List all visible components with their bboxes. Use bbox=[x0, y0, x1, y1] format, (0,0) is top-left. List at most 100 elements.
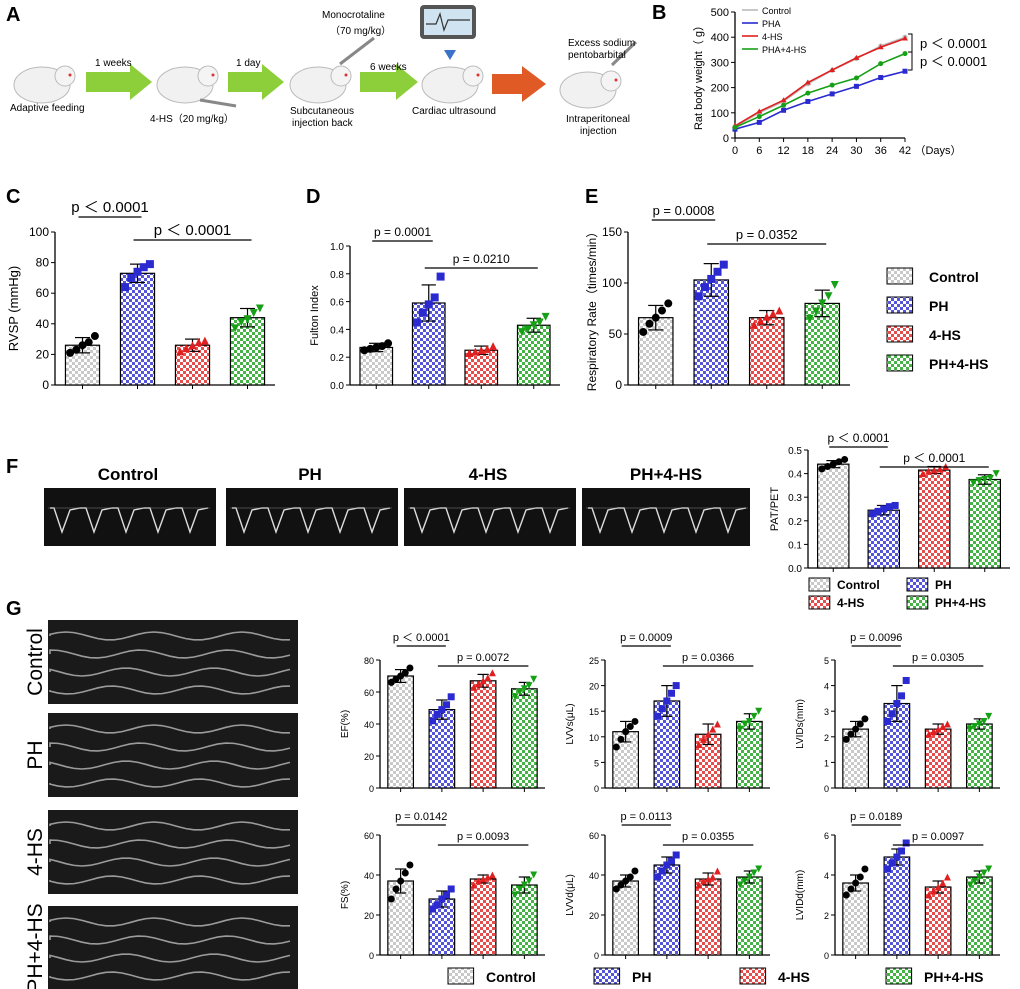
y-tick-label: 0 bbox=[42, 378, 49, 392]
data-point bbox=[658, 306, 667, 315]
data-point bbox=[736, 881, 744, 889]
data-point bbox=[631, 717, 639, 725]
bar bbox=[917, 469, 951, 569]
legend-label: Control bbox=[762, 6, 791, 16]
image-label: Control bbox=[24, 628, 47, 696]
data-point bbox=[672, 851, 680, 859]
data-point bbox=[829, 66, 836, 72]
image-title: 4-HS bbox=[469, 465, 508, 484]
label-day1: 1 day bbox=[236, 58, 261, 69]
mmode-band bbox=[49, 971, 291, 981]
panel-label-d: D bbox=[306, 186, 321, 208]
data-point bbox=[861, 715, 869, 723]
y-tick-label: 3 bbox=[824, 707, 829, 717]
data-point bbox=[483, 344, 492, 353]
data-point bbox=[884, 717, 892, 725]
y-tick-label: 60 bbox=[364, 688, 374, 698]
mmode-band bbox=[49, 839, 291, 849]
data-point bbox=[745, 717, 753, 725]
legend-label: 4-HS bbox=[837, 596, 864, 610]
significance-bracket bbox=[908, 51, 913, 71]
data-point bbox=[443, 701, 451, 709]
y-tick-label: 60 bbox=[364, 831, 374, 841]
p-value-label: p ＜ 0.0001 bbox=[827, 431, 889, 445]
data-point bbox=[750, 320, 759, 329]
legend-swatch bbox=[886, 325, 914, 343]
arrow-icon bbox=[492, 66, 546, 102]
legend-swatch bbox=[808, 595, 831, 610]
data-point bbox=[231, 324, 240, 333]
data-point bbox=[893, 853, 901, 861]
data-point bbox=[732, 124, 738, 130]
y-tick-label: 20 bbox=[364, 911, 374, 921]
lvvs-bar-chart: 0 5 10 15 20 25 LVVs(μL) p = 0.0009 p = 0.0366 bbox=[565, 632, 770, 794]
bar bbox=[612, 880, 640, 956]
y-tick-label: 80 bbox=[36, 256, 50, 270]
y-axis-label: FS(%) bbox=[340, 881, 351, 909]
legend-swatch bbox=[886, 267, 914, 285]
data-point bbox=[194, 338, 203, 347]
data-point bbox=[127, 273, 136, 282]
data-point bbox=[841, 455, 849, 463]
lvids-bar-chart: 0 1 2 3 4 5 LVIDs(mm) p = 0.0096 p = 0.0305 bbox=[795, 632, 1000, 794]
data-point bbox=[182, 344, 191, 353]
legend-label: PH bbox=[632, 969, 651, 985]
data-point bbox=[121, 283, 130, 292]
image-label: PH bbox=[24, 740, 47, 769]
data-point bbox=[525, 682, 533, 690]
y-tick-label: 0 bbox=[594, 951, 599, 960]
y-axis-label: Respiratory Rate（times/min） bbox=[585, 226, 599, 391]
p-value-label: p = 0.0352 bbox=[736, 227, 798, 242]
data-point bbox=[139, 263, 148, 272]
legend-label: PHA bbox=[762, 19, 781, 29]
y-tick-label: 200 bbox=[711, 83, 729, 95]
data-point bbox=[943, 720, 951, 728]
data-point bbox=[842, 735, 850, 743]
data-point bbox=[433, 710, 441, 718]
rat-icon bbox=[559, 40, 638, 109]
p-value-label: p = 0.0093 bbox=[457, 831, 509, 843]
data-point bbox=[699, 877, 707, 885]
rat-icon bbox=[13, 65, 76, 104]
data-point bbox=[874, 507, 882, 515]
data-point bbox=[980, 869, 988, 877]
data-point bbox=[885, 503, 893, 511]
data-point bbox=[975, 873, 983, 881]
data-point bbox=[805, 90, 811, 96]
label-week1: 1 weeks bbox=[95, 58, 132, 69]
data-point bbox=[406, 861, 414, 869]
data-point bbox=[902, 35, 908, 41]
y-tick-label: 0 bbox=[615, 378, 622, 392]
legend-label: 4-HS bbox=[929, 327, 961, 343]
y-tick-label: 100 bbox=[29, 225, 49, 239]
doppler-image-row: Control PH 4-HS PH+4-HS bbox=[40, 462, 750, 558]
bar bbox=[968, 478, 1002, 569]
data-point bbox=[934, 883, 942, 891]
data-point bbox=[433, 901, 441, 909]
data-point bbox=[713, 867, 721, 875]
p-value-label: p = 0.0008 bbox=[653, 203, 715, 218]
data-point bbox=[888, 710, 896, 718]
y-axis-label: EF(%) bbox=[340, 710, 351, 738]
data-point bbox=[443, 891, 451, 899]
y-tick-label: 4 bbox=[824, 682, 829, 692]
image-title: PH+4-HS bbox=[630, 465, 702, 484]
rat-icon bbox=[156, 65, 237, 108]
data-point bbox=[474, 680, 482, 688]
data-point bbox=[145, 260, 154, 269]
y-tick-label: 0 bbox=[369, 784, 374, 794]
p-value-label: p = 0.0189 bbox=[850, 811, 902, 823]
data-point bbox=[535, 318, 544, 327]
y-axis-label: LVVd(μL) bbox=[565, 874, 576, 916]
data-point bbox=[387, 895, 395, 903]
data-point bbox=[663, 697, 671, 705]
data-point bbox=[853, 83, 859, 89]
mmode-images: Control PH 4-HS PH+4-HS bbox=[24, 620, 298, 989]
data-point bbox=[530, 871, 538, 879]
data-point bbox=[756, 316, 765, 325]
data-point bbox=[769, 309, 778, 318]
data-point bbox=[429, 717, 437, 725]
data-point bbox=[756, 114, 762, 120]
bar bbox=[411, 302, 446, 386]
data-point bbox=[929, 728, 937, 736]
